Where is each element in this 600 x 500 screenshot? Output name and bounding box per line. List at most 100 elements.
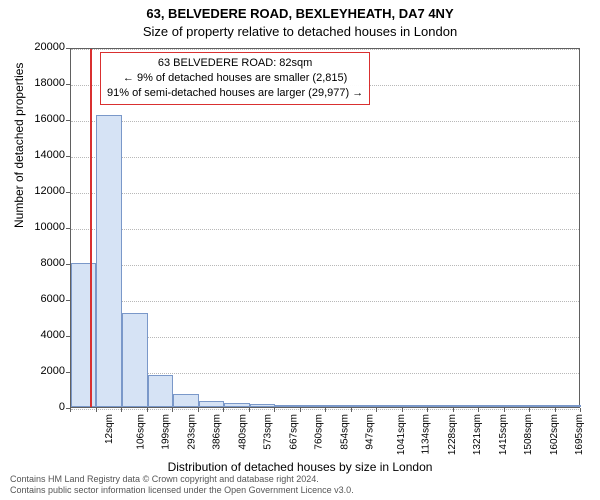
gridline xyxy=(71,121,579,122)
gridline xyxy=(71,193,579,194)
x-tick-mark xyxy=(223,408,224,412)
y-tick-mark xyxy=(66,120,70,121)
x-tick-label: 1415sqm xyxy=(498,414,509,455)
attribution-text: Contains HM Land Registry data © Crown c… xyxy=(10,474,354,496)
x-tick-label: 106sqm xyxy=(135,414,146,450)
attribution-line2: Contains public sector information licen… xyxy=(10,485,354,496)
annotation-line3: 91% of semi-detached houses are larger (… xyxy=(107,86,363,101)
x-tick-label: 947sqm xyxy=(365,414,376,450)
annotation-line2: ← 9% of detached houses are smaller (2,8… xyxy=(107,71,363,86)
gridline xyxy=(71,157,579,158)
y-tick-label: 6000 xyxy=(5,293,65,305)
y-tick-mark xyxy=(66,228,70,229)
chart-title-line2: Size of property relative to detached ho… xyxy=(0,24,600,39)
gridline xyxy=(71,265,579,266)
x-tick-mark xyxy=(529,408,530,412)
histogram-bar xyxy=(479,405,505,407)
x-tick-label: 293sqm xyxy=(186,414,197,450)
x-tick-mark xyxy=(147,408,148,412)
x-tick-mark xyxy=(325,408,326,412)
x-tick-mark xyxy=(274,408,275,412)
histogram-bar xyxy=(71,263,96,407)
y-tick-mark xyxy=(66,192,70,193)
x-tick-mark xyxy=(504,408,505,412)
x-tick-mark xyxy=(427,408,428,412)
histogram-bar xyxy=(96,115,122,407)
y-tick-mark xyxy=(66,48,70,49)
histogram-bar xyxy=(505,405,530,407)
y-tick-label: 8000 xyxy=(5,257,65,269)
chart-container: 63, BELVEDERE ROAD, BEXLEYHEATH, DA7 4NY… xyxy=(0,0,600,500)
y-tick-mark xyxy=(66,336,70,337)
histogram-bar xyxy=(173,394,199,407)
histogram-bar xyxy=(250,404,275,407)
y-tick-label: 2000 xyxy=(5,365,65,377)
y-tick-label: 0 xyxy=(5,401,65,413)
histogram-bar xyxy=(199,401,224,407)
x-tick-mark xyxy=(300,408,301,412)
x-tick-label: 1321sqm xyxy=(472,414,483,455)
x-tick-label: 854sqm xyxy=(339,414,350,450)
histogram-bar xyxy=(224,403,250,408)
x-tick-label: 1134sqm xyxy=(420,414,431,454)
gridline xyxy=(71,49,579,50)
y-tick-label: 10000 xyxy=(5,221,65,233)
x-tick-label: 760sqm xyxy=(314,414,325,450)
histogram-bar xyxy=(377,405,403,407)
histogram-bar xyxy=(301,405,326,407)
y-tick-label: 4000 xyxy=(5,329,65,341)
x-tick-label: 1508sqm xyxy=(523,414,534,455)
histogram-bar xyxy=(403,405,428,407)
y-tick-mark xyxy=(66,300,70,301)
x-tick-mark xyxy=(351,408,352,412)
gridline xyxy=(71,301,579,302)
histogram-bar xyxy=(122,313,148,407)
x-tick-label: 1602sqm xyxy=(549,414,560,455)
x-tick-mark xyxy=(70,408,71,412)
y-tick-label: 16000 xyxy=(5,113,65,125)
x-tick-mark xyxy=(121,408,122,412)
x-tick-mark xyxy=(249,408,250,412)
chart-title-line1: 63, BELVEDERE ROAD, BEXLEYHEATH, DA7 4NY xyxy=(0,6,600,21)
histogram-bar xyxy=(428,405,454,407)
y-tick-mark xyxy=(66,372,70,373)
y-tick-label: 18000 xyxy=(5,77,65,89)
attribution-line1: Contains HM Land Registry data © Crown c… xyxy=(10,474,354,485)
x-tick-label: 480sqm xyxy=(237,414,248,450)
x-tick-mark xyxy=(453,408,454,412)
y-tick-mark xyxy=(66,264,70,265)
y-tick-mark xyxy=(66,84,70,85)
x-tick-mark xyxy=(376,408,377,412)
x-tick-label: 1228sqm xyxy=(447,414,458,455)
histogram-bar xyxy=(275,405,301,407)
y-tick-label: 12000 xyxy=(5,185,65,197)
x-tick-mark xyxy=(580,408,581,412)
x-tick-label: 199sqm xyxy=(161,414,172,450)
histogram-bar xyxy=(556,405,581,407)
x-axis-label: Distribution of detached houses by size … xyxy=(0,460,600,474)
annotation-callout: 63 BELVEDERE ROAD: 82sqm ← 9% of detache… xyxy=(100,52,370,105)
y-tick-mark xyxy=(66,156,70,157)
x-tick-label: 1041sqm xyxy=(396,414,407,455)
histogram-bar xyxy=(530,405,556,407)
y-tick-label: 14000 xyxy=(5,149,65,161)
x-tick-label: 386sqm xyxy=(212,414,223,450)
x-tick-label: 667sqm xyxy=(288,414,299,450)
x-tick-mark xyxy=(402,408,403,412)
histogram-bar xyxy=(454,405,479,407)
y-tick-label: 20000 xyxy=(5,41,65,53)
x-tick-mark xyxy=(96,408,97,412)
histogram-bar xyxy=(148,375,173,407)
x-tick-mark xyxy=(555,408,556,412)
x-tick-label: 573sqm xyxy=(263,414,274,450)
x-tick-label: 12sqm xyxy=(104,414,115,444)
histogram-bar xyxy=(326,405,352,407)
gridline xyxy=(71,229,579,230)
x-tick-mark xyxy=(172,408,173,412)
x-tick-label: 1695sqm xyxy=(574,414,585,455)
x-tick-mark xyxy=(478,408,479,412)
x-tick-mark xyxy=(198,408,199,412)
property-marker-line xyxy=(90,49,92,407)
annotation-line1: 63 BELVEDERE ROAD: 82sqm xyxy=(107,56,363,71)
histogram-bar xyxy=(352,405,377,407)
